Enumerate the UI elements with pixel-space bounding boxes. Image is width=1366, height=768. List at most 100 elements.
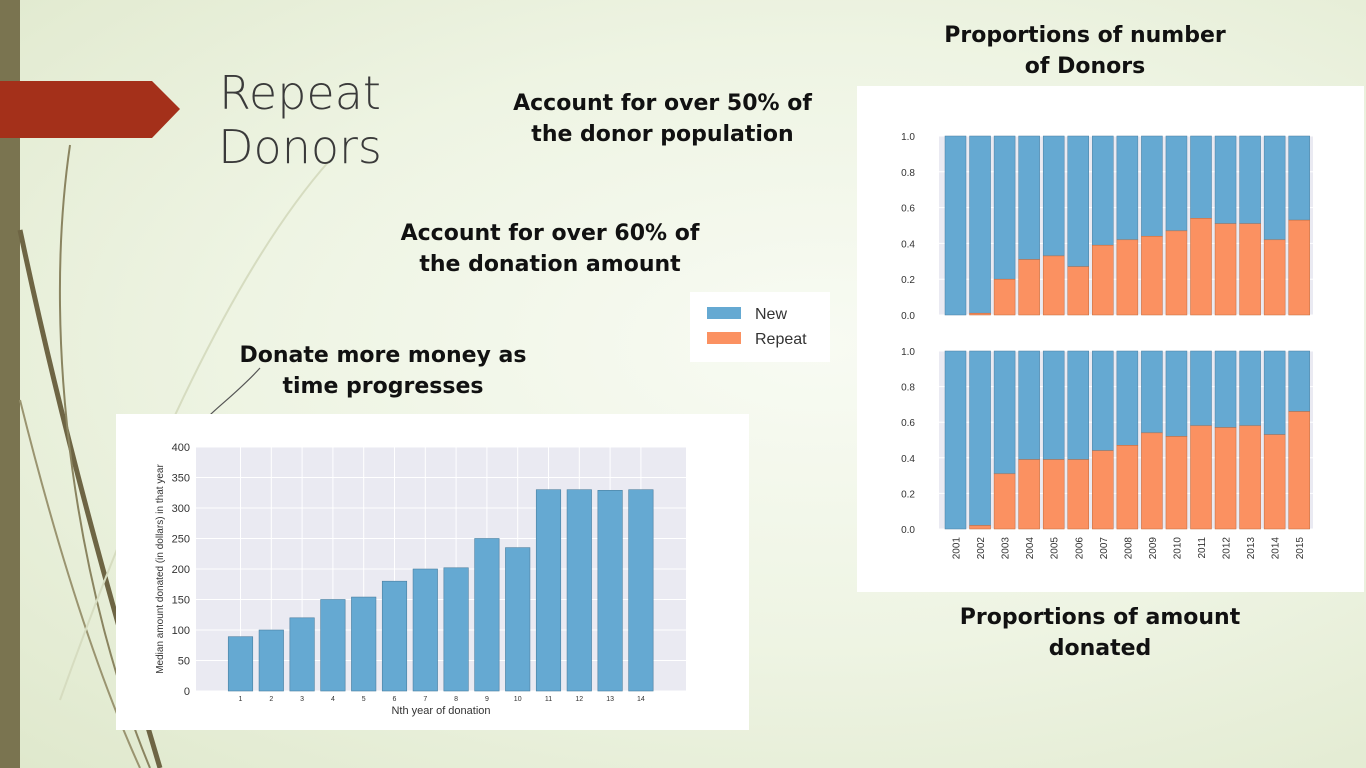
x-tick-label: 2010: [1172, 537, 1183, 560]
x-tick-label: 5: [362, 696, 366, 703]
bar-new: [993, 350, 1016, 475]
bar: [381, 580, 408, 692]
callout-population: Account for over 50% of the donor popula…: [500, 88, 825, 150]
x-tick-label: 2012: [1222, 537, 1233, 560]
stacked-chart-donor-count: 0.0 0.2 0.4 0.6 0.8 1.0: [901, 132, 1313, 322]
bar-repeat: [1042, 459, 1065, 530]
bar-repeat: [1214, 427, 1237, 530]
bar-repeat: [969, 312, 991, 316]
x-tick-label: 2015: [1295, 537, 1306, 560]
bar-repeat: [1092, 450, 1114, 530]
bar-repeat: [1239, 425, 1261, 530]
bar-repeat: [1165, 230, 1188, 316]
x-tick-label: 2008: [1123, 537, 1134, 560]
y-tick-label: 100: [172, 625, 190, 637]
bar: [505, 547, 531, 692]
bar: [566, 489, 592, 692]
bar-new: [1116, 135, 1139, 241]
bar-new: [1165, 350, 1188, 437]
x-tick-label: 2007: [1099, 537, 1110, 560]
x-tick-label: 6: [393, 696, 397, 703]
legend: New Repeat: [707, 306, 807, 348]
bar-new: [1141, 350, 1163, 434]
legend-label-repeat: Repeat: [755, 331, 807, 348]
y-tick-label: 50: [178, 656, 190, 668]
bar-repeat: [1116, 239, 1139, 316]
x-tick-label: 12: [575, 696, 583, 703]
bar-new: [1092, 350, 1114, 451]
bar-repeat: [993, 278, 1016, 316]
bar: [628, 489, 654, 692]
title-line-2: Donors: [218, 120, 382, 174]
x-tick-label: 14: [637, 696, 645, 703]
bar: [597, 490, 623, 692]
bar: [412, 568, 438, 692]
x-tick-label: 8: [454, 696, 458, 703]
y-tick-label: 1.0: [901, 132, 915, 143]
x-axis-label: Nth year of donation: [391, 705, 490, 717]
bar-repeat: [1092, 244, 1114, 316]
bar-new: [944, 350, 967, 530]
slide-title: Repeat Donors: [160, 66, 440, 174]
y-tick-label: 1.0: [901, 347, 915, 358]
bar-repeat: [1190, 218, 1212, 316]
y-tick-label: 0.0: [901, 525, 915, 536]
y-tick-label: 350: [172, 473, 190, 485]
bar-repeat: [1018, 259, 1040, 316]
bar-repeat: [1263, 239, 1286, 316]
bar-repeat: [1288, 411, 1310, 530]
x-tick-label: 4: [331, 696, 335, 703]
legend-swatch-new: [707, 307, 741, 319]
legend-label-new: New: [755, 306, 787, 323]
callout-bottom-right-line-2: donated: [1048, 636, 1152, 661]
y-tick-label: 0.2: [901, 489, 915, 500]
x-tick-label: 2005: [1050, 537, 1061, 560]
x-tick-label: 9: [485, 696, 489, 703]
bar-repeat: [1116, 445, 1139, 530]
y-tick-label: 0.4: [901, 454, 915, 465]
x-tick-label: 2004: [1025, 537, 1036, 560]
median-chart-panel: 0 50 100 150 200 250 300 350 400 1 2 3 4 5 6 7 8 9 10 11 12 1…: [116, 414, 749, 730]
bar-new: [993, 135, 1016, 280]
bar-new: [1042, 350, 1065, 460]
bar-repeat: [1141, 235, 1163, 316]
y-axis-label: Median amount donated (in dollars) in th…: [155, 464, 166, 674]
bar-new: [1067, 350, 1089, 460]
bar-new: [1165, 135, 1188, 232]
y-tick-label: 250: [172, 534, 190, 546]
bar-repeat: [1067, 266, 1089, 316]
y-tick-label: 0.2: [901, 275, 915, 286]
callout-money: Donate more money as time progresses: [222, 340, 544, 402]
bar-new: [1092, 135, 1114, 246]
callout-amount-line-2: the donation amount: [419, 252, 681, 277]
callout-amount: Account for over 60% of the donation amo…: [385, 218, 715, 280]
callout-amount-line-1: Account for over 60% of: [400, 221, 700, 246]
y-tick-label: 0.0: [901, 311, 915, 322]
bar-repeat: [1067, 459, 1089, 530]
accent-arrow: [0, 81, 180, 138]
legend-panel: New Repeat: [690, 292, 830, 362]
x-tick-label: 2001: [952, 537, 963, 560]
bar-new: [1288, 350, 1310, 412]
bar-new: [1018, 135, 1040, 260]
callout-top-right-line-1: Proportions of number: [944, 23, 1226, 48]
y-tick-label: 0.8: [901, 383, 915, 394]
y-tick-label: 0: [184, 686, 190, 698]
y-tick-label: 300: [172, 503, 190, 515]
bar-new: [1263, 135, 1286, 241]
y-tick-label: 200: [172, 564, 190, 576]
y-tick-label: 0.4: [901, 239, 915, 250]
stacked-bar-charts: 0.0 0.2 0.4 0.6 0.8 1.0 0.0 0.2 0.4 0.6 0.8 1.0 2001…: [901, 132, 1313, 560]
x-tick-label: 2014: [1271, 537, 1282, 560]
x-tick-label: 13: [606, 696, 614, 703]
y-tick-label: 150: [172, 595, 190, 607]
y-tick-label: 0.6: [901, 204, 915, 215]
x-tick-label: 2006: [1074, 537, 1085, 560]
callout-bottom-right: Proportions of amount donated: [940, 602, 1260, 664]
bar-new: [1141, 135, 1163, 237]
bar-repeat: [1288, 219, 1310, 316]
legend-swatch-repeat: [707, 332, 741, 344]
bar: [227, 636, 254, 692]
bar-new: [1288, 135, 1310, 221]
